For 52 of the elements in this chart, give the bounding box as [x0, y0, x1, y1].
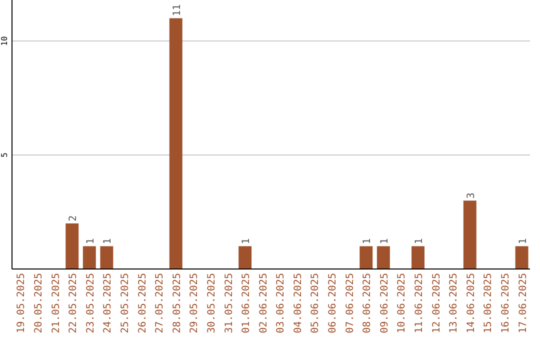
- data-label: 1: [241, 238, 252, 244]
- x-tick-label: 06.06.2025: [328, 273, 339, 334]
- x-tick-label: 12.06.2025: [431, 273, 442, 334]
- bar: [412, 246, 424, 269]
- bar: [169, 18, 182, 269]
- bar: [376, 246, 390, 269]
- x-tick-label: 05.06.2025: [310, 273, 322, 334]
- x-tick-label: 14.06.2025: [466, 273, 477, 334]
- x-tick-label: 16.06.2025: [500, 273, 512, 334]
- x-tick-label: 25.05.2025: [120, 273, 131, 334]
- data-label: 2: [68, 215, 80, 222]
- x-tick-label: 02.06.2025: [258, 273, 270, 334]
- x-tick-label: 24.05.2025: [102, 273, 114, 334]
- x-tick-label: 03.06.2025: [276, 273, 287, 334]
- x-tick-label: 22.05.2025: [68, 273, 80, 334]
- x-tick-label: 17.06.2025: [518, 273, 529, 334]
- bar: [66, 223, 79, 269]
- x-tick-label: 07.06.2025: [344, 273, 356, 334]
- data-label: 11: [172, 4, 183, 16]
- data-label: 1: [362, 238, 374, 244]
- x-tick-label: 13.06.2025: [448, 273, 460, 334]
- x-tick-label: 01.06.2025: [241, 273, 252, 334]
- x-tick-label: 19.05.2025: [16, 273, 28, 334]
- data-label: 1: [102, 238, 114, 244]
- data-label: 1: [379, 238, 390, 244]
- x-tick-label: 26.05.2025: [137, 273, 148, 334]
- bar: [100, 246, 114, 269]
- bar: [82, 246, 96, 269]
- x-tick-label: 28.05.2025: [172, 273, 183, 334]
- bar: [360, 246, 373, 269]
- data-label: 1: [518, 238, 529, 244]
- x-tick-label: 27.05.2025: [154, 273, 166, 334]
- bar: [515, 246, 528, 269]
- x-tick-label: 21.05.2025: [50, 273, 62, 334]
- x-tick-label: 23.05.2025: [85, 273, 96, 334]
- x-tick-label: 08.06.2025: [362, 273, 374, 334]
- x-tick-label: 20.05.2025: [34, 273, 45, 334]
- bar: [463, 200, 476, 269]
- x-tick-label: 30.05.2025: [206, 273, 218, 334]
- data-label: 3: [466, 192, 477, 199]
- data-label: 1: [414, 238, 426, 244]
- x-tick-label: 04.06.2025: [292, 273, 304, 334]
- x-tick-label: 15.06.2025: [483, 273, 494, 334]
- x-tick-label: 29.05.2025: [189, 273, 200, 334]
- y-tick-label: 5: [0, 152, 9, 158]
- data-label: 1: [85, 238, 96, 244]
- x-tick-label: 31.05.2025: [224, 273, 235, 334]
- y-tick-label: 10: [0, 36, 9, 46]
- x-tick-label: 11.06.2025: [414, 273, 426, 334]
- x-tick-label: 10.06.2025: [396, 273, 408, 334]
- bar: [238, 246, 252, 269]
- x-tick-label: 09.06.2025: [379, 273, 390, 334]
